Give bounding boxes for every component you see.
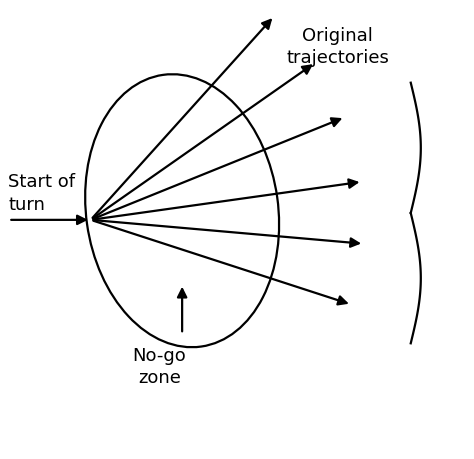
Text: Start of
turn: Start of turn xyxy=(9,173,75,213)
Text: No-go
zone: No-go zone xyxy=(132,346,186,386)
Text: Original
trajectories: Original trajectories xyxy=(286,27,389,67)
